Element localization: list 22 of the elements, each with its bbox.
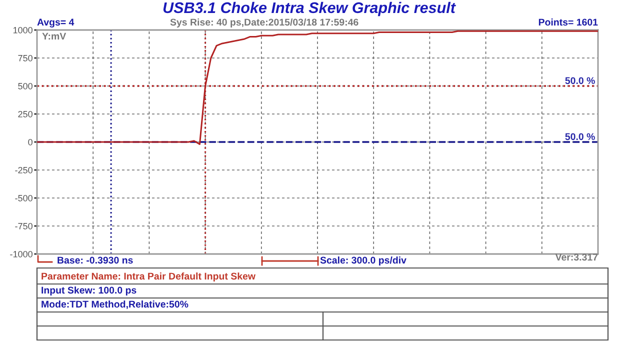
text: Scale: 300.0 ps/div <box>320 256 406 266</box>
text: Points= 1601 <box>538 18 598 26</box>
annotation: Y:mV <box>42 32 66 40</box>
y-tick-label: 1000 <box>13 26 32 34</box>
annotation: 50.0 % <box>565 133 595 140</box>
text: Input Skew: 100.0 ps <box>42 286 136 296</box>
y-tick-label: 250 <box>18 110 32 118</box>
text: Parameter Name: Intra Pair Default Input Skew <box>42 272 256 282</box>
y-tick-label: -750 <box>15 222 32 230</box>
annotation: Ver:3.317 <box>555 254 598 261</box>
y-tick-label: 0 <box>28 138 32 146</box>
text: Sys Rise: 40 ps,Date:2015/03/18 17:59:46 <box>170 18 358 28</box>
text: Base: -0.3930 ns <box>58 256 133 264</box>
y-tick-label: -1000 <box>10 250 32 258</box>
y-tick-label: -250 <box>15 166 32 174</box>
y-tick-label: 750 <box>18 54 32 62</box>
text: Avgs= 4 <box>37 18 74 28</box>
y-tick-label: -500 <box>15 194 32 202</box>
chart-title: USB3.1 Choke Intra Skew Graphic result <box>163 2 456 16</box>
annotation: 50.0 % <box>565 77 595 84</box>
y-tick-label: 500 <box>18 82 32 90</box>
text: Mode:TDT Method,Relative:50% <box>42 300 188 310</box>
